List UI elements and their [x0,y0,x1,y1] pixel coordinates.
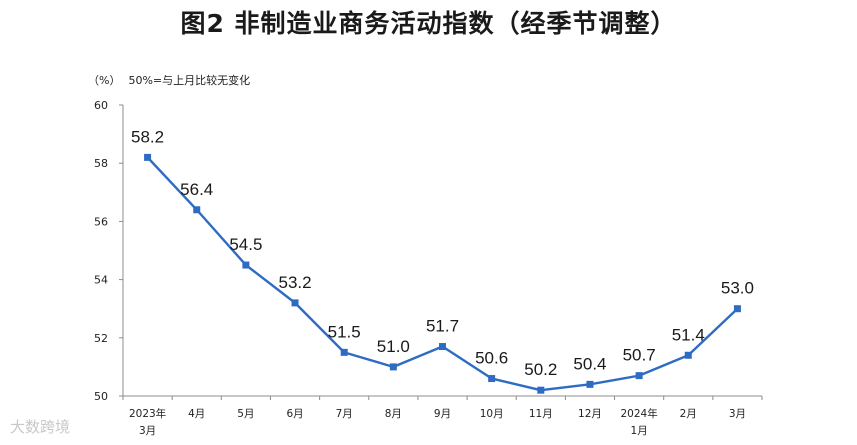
x-tick-label: 12月 [578,408,602,420]
x-tick-label: 9月 [434,408,451,420]
unit-note: （%） 50%=与上月比较无变化 [88,72,258,88]
data-point [635,372,643,380]
data-point [389,363,397,371]
y-tick-label: 50 [94,390,108,403]
chart-title: 图2 非制造业商务活动指数（经季节调整） [180,9,677,38]
y-tick-label: 54 [94,274,108,287]
data-label: 50.2 [524,360,557,379]
data-point [586,380,594,388]
y-tick-label: 56 [94,215,108,228]
x-tick-label: 2月 [680,408,697,420]
x-tick-label: 3月 [139,425,156,437]
x-tick-label: 2024年 [620,407,657,420]
x-tick-label: 6月 [286,408,303,420]
data-label: 51.0 [377,337,410,356]
axes: 50 52 54 56 58 60 2023年 3月 4月 5月 6月 7月 8月 9月 10月 11月 12月… [94,99,763,437]
x-tick-label: 11月 [529,408,553,420]
data-label: 51.7 [426,317,459,336]
data-point [733,305,741,313]
data-point [144,153,152,161]
y-tick-label: 58 [94,157,108,170]
data-label: 56.4 [180,180,213,199]
series-layer [144,153,741,394]
data-label: 54.5 [229,235,262,254]
x-tick-label: 10月 [480,408,504,420]
data-label: 53.2 [278,273,311,292]
data-label: 58.2 [131,127,164,146]
data-point [684,351,692,359]
baseline-note: 50%=与上月比较无变化 [128,74,251,87]
x-tick-label: 4月 [188,408,205,420]
data-label: 53.0 [721,279,754,298]
watermark: 大数跨境 [10,418,71,436]
data-label: 50.4 [573,354,606,373]
x-tick-label: 2023年 [129,407,166,420]
x-tick-label: 3月 [729,408,746,420]
data-point [291,299,299,307]
data-label: 51.4 [672,325,705,344]
y-tick-label: 60 [94,99,108,112]
data-point [340,348,348,356]
data-point [193,206,201,214]
data-point [537,386,545,394]
data-label: 51.5 [328,322,361,341]
data-point [439,343,446,351]
data-point [488,375,496,383]
data-label: 50.7 [623,346,656,365]
x-tick-label: 1月 [631,425,648,437]
y-axis-unit: （%） [88,74,121,87]
x-tick-label: 7月 [336,408,353,420]
data-label: 50.6 [475,349,508,368]
data-labels: 58.2 56.4 54.5 53.2 51.5 51.0 51.7 50.6 50.2 50.4… [131,127,754,379]
x-tick-label: 8月 [385,408,402,420]
y-tick-label: 52 [94,332,108,345]
x-tick-label: 5月 [237,408,254,420]
data-point [242,261,250,269]
